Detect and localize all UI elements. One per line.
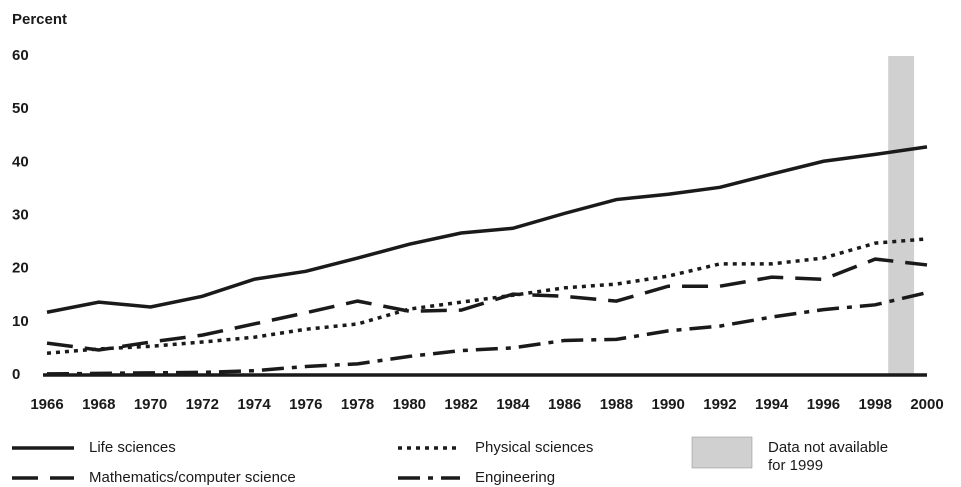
x-tick-label: 1978: [341, 396, 374, 413]
series-line: [46, 290, 928, 376]
x-tick-label: 2000: [910, 396, 943, 413]
x-tick-label: 1968: [82, 396, 115, 413]
y-tick-label: 10: [12, 313, 29, 330]
x-tick-label: 1988: [600, 396, 633, 413]
x-tick-label: 1996: [807, 396, 840, 413]
x-tick-label: 1970: [134, 396, 167, 413]
x-tick-label: 1992: [703, 396, 736, 413]
legend-label: Physical sciences: [475, 439, 593, 456]
x-tick-label: 1976: [289, 396, 322, 413]
x-tick-label: 1974: [237, 396, 271, 413]
shaded-band: [888, 56, 915, 375]
y-axis-label: Percent: [12, 11, 67, 28]
y-tick-label: 20: [12, 260, 29, 277]
x-tick-label: 1966: [30, 396, 63, 413]
legend-label: Engineering: [475, 469, 555, 486]
x-tick-label: 1980: [393, 396, 426, 413]
x-tick-label: 1994: [755, 396, 789, 413]
series-line: [46, 237, 928, 355]
x-tick-label: 1984: [496, 396, 530, 413]
y-tick-label: 40: [12, 153, 29, 170]
x-tick-label: 1972: [186, 396, 219, 413]
y-tick-label: 0: [12, 366, 20, 383]
y-tick-label: 60: [12, 47, 29, 64]
x-tick-label: 1990: [651, 396, 684, 413]
legend-label: Mathematics/computer science: [89, 469, 296, 486]
y-tick-label: 30: [12, 206, 29, 223]
x-tick-label: 1982: [444, 396, 477, 413]
legend-label: Life sciences: [89, 439, 176, 456]
x-tick-label: 1998: [859, 396, 892, 413]
y-tick-label: 50: [12, 100, 29, 117]
legend-swatch: [691, 436, 753, 469]
legend-label: Data not available: [768, 439, 888, 456]
legend-label: for 1999: [768, 457, 823, 474]
series-line: [46, 257, 928, 352]
series-line: [46, 145, 928, 314]
x-tick-label: 1986: [548, 396, 581, 413]
